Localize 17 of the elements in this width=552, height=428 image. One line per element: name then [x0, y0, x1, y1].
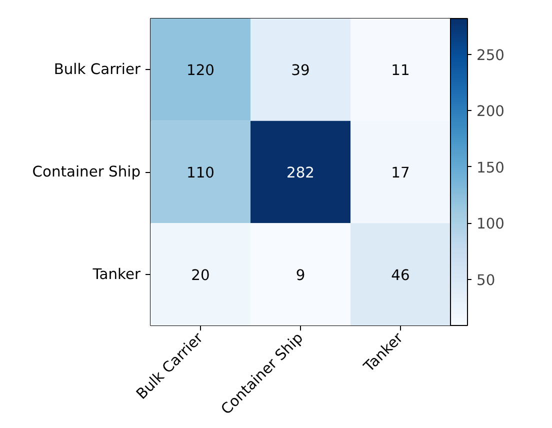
- data-label: 120: [186, 62, 214, 80]
- color-bar-label: 200: [476, 103, 504, 120]
- data-label: 9: [296, 266, 306, 284]
- color-bar-label: 250: [476, 46, 504, 64]
- data-label: 11: [391, 62, 410, 80]
- color-bar-label: 150: [476, 159, 504, 176]
- y-tick-label: Bulk Carrier: [54, 61, 142, 78]
- data-label: 39: [291, 62, 310, 80]
- color-bar-label: 50: [476, 272, 496, 289]
- data-label: 17: [391, 164, 410, 182]
- color-bar-label: 100: [476, 216, 504, 233]
- data-label: 20: [191, 266, 210, 284]
- data-label: 110: [186, 164, 214, 182]
- y-tick-label: Tanker: [92, 266, 142, 283]
- y-tick-label: Container Ship: [32, 164, 141, 180]
- data-label: 46: [391, 266, 410, 284]
- data-label: 282: [286, 164, 314, 182]
